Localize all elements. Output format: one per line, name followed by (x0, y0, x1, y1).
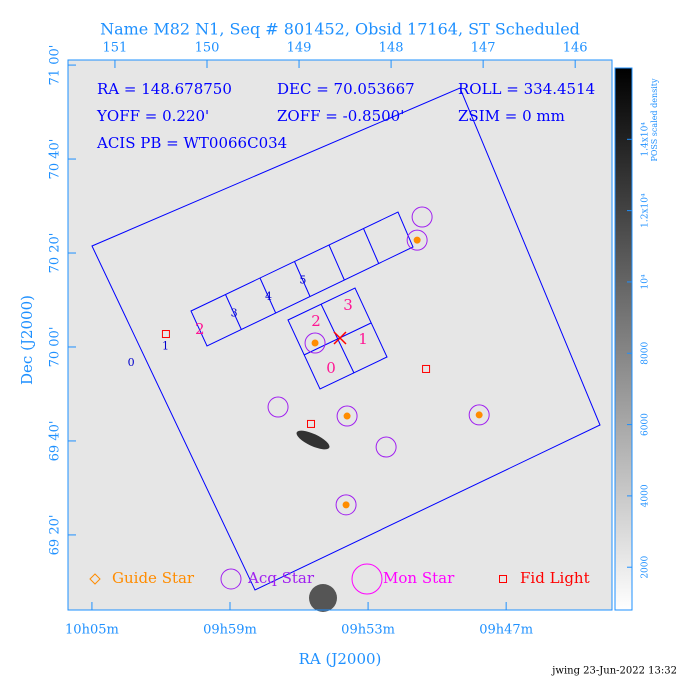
legend-swatch (89, 573, 101, 585)
legend-label: Guide Star (112, 569, 195, 587)
guide-star (342, 501, 350, 509)
chip-label: 5 (299, 273, 306, 286)
x-tick-label: 09h47m (479, 623, 533, 638)
chart-title: Name M82 N1, Seq # 801452, Obsid 17164, … (100, 20, 580, 39)
fid-light (499, 575, 507, 583)
guide-star (475, 411, 483, 419)
pointing-info: YOFF = 0.220' (96, 107, 209, 125)
guide-star (311, 339, 319, 347)
colorbar (614, 67, 633, 611)
colorbar-tick-label: 10⁴ (641, 274, 651, 289)
pointing-info: ZOFF = -0.8500' (277, 107, 404, 125)
x2-tick-label: 147 (471, 41, 496, 56)
chip-label: 2 (311, 312, 321, 330)
colorbar-tick-label: 2000 (641, 555, 651, 578)
chip-divider (363, 228, 380, 264)
chip-divider (259, 277, 277, 314)
y-axis-label: Dec (J2000) (18, 295, 36, 385)
y-tick-label: 71 00' (48, 45, 63, 86)
chip-label: 2 (195, 320, 205, 338)
colorbar-tick-label: 8000 (641, 342, 651, 365)
chip-label: 3 (231, 306, 238, 319)
x-tick-label: 09h53m (341, 623, 395, 638)
galaxy (296, 430, 330, 450)
chip-label: 3 (343, 296, 353, 314)
chip-divider (225, 294, 242, 330)
colorbar-tick-label: 1.4x10⁴ (641, 122, 651, 157)
acq-star (304, 332, 326, 354)
acq-star (335, 494, 357, 516)
chip-label: 0 (326, 359, 336, 377)
legend-label: Mon Star (383, 569, 455, 587)
fid-light (422, 364, 431, 373)
y-tick-label: 70 40' (48, 139, 63, 180)
colorbar-tick-label: 4000 (641, 484, 651, 507)
chip-divider (294, 261, 311, 297)
x2-tick-label: 150 (195, 41, 220, 56)
footer: jwing 23-Jun-2022 13:32 (551, 666, 677, 677)
guide-star (343, 412, 351, 420)
x2-tick-label: 146 (563, 41, 588, 56)
x2-tick-label: 151 (103, 41, 128, 56)
acq-star (220, 568, 242, 590)
pointing-info: RA = 148.678750 (97, 80, 232, 98)
acq-star (406, 229, 428, 251)
acq-star (411, 206, 433, 228)
chip-label: 1 (358, 330, 368, 348)
fid-light (161, 330, 170, 339)
colorbar-tick-label: 6000 (641, 413, 651, 436)
x-axis-label: RA (J2000) (299, 650, 382, 668)
acq-star (336, 405, 358, 427)
chip-divider (303, 322, 372, 356)
acis-i-array (287, 287, 388, 390)
acq-star (267, 396, 289, 418)
mon-star (351, 563, 383, 595)
pointing-info: ACIS PB = WT0066C034 (96, 134, 287, 152)
guide-star (413, 236, 421, 244)
acq-star (468, 404, 490, 426)
y-tick-label: 70 00' (48, 327, 63, 368)
x2-tick-label: 148 (379, 41, 404, 56)
legend-label: Fid Light (520, 569, 590, 587)
colorbar-label: POSS scaled density (650, 78, 659, 162)
pointing-info: ZSIM = 0 mm (458, 107, 565, 125)
y-tick-label: 69 20' (48, 515, 63, 556)
chip-label: 0 (128, 356, 135, 369)
x-tick-label: 10h05m (65, 623, 119, 638)
pointing-info: ROLL = 334.4514 (458, 80, 595, 98)
fid-light (307, 419, 316, 428)
aimpoint (333, 331, 347, 345)
chip-divider (328, 244, 345, 281)
legend-label: Acq Star (247, 569, 315, 587)
sky-image (68, 60, 612, 610)
y-tick-label: 70 20' (48, 233, 63, 274)
colorbar-tick-label: 1.2x10⁴ (641, 193, 651, 228)
field-outline (91, 87, 601, 591)
plot-frame (67, 59, 613, 611)
x-tick-label: 09h59m (203, 623, 257, 638)
galaxy (309, 584, 337, 612)
y-tick-label: 69 40' (48, 421, 63, 462)
chip-label: 1 (162, 339, 169, 352)
acq-star (375, 436, 397, 458)
pointing-info: DEC = 70.053667 (277, 80, 415, 98)
chip-label: 4 (265, 290, 272, 303)
x2-tick-label: 149 (287, 41, 312, 56)
